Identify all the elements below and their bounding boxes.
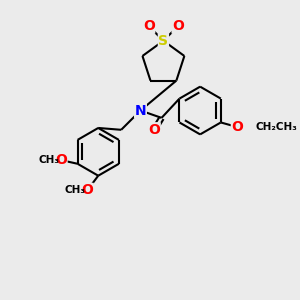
Text: O: O	[81, 183, 93, 197]
Text: CH₃: CH₃	[38, 155, 59, 165]
Text: O: O	[55, 153, 67, 167]
Text: S: S	[158, 34, 168, 48]
Text: CH₃: CH₃	[64, 185, 86, 195]
Text: N: N	[135, 103, 146, 118]
Text: O: O	[148, 123, 160, 137]
Text: O: O	[172, 19, 184, 33]
Text: O: O	[231, 120, 243, 134]
Text: O: O	[143, 19, 155, 33]
Text: CH₂CH₃: CH₂CH₃	[256, 122, 298, 132]
